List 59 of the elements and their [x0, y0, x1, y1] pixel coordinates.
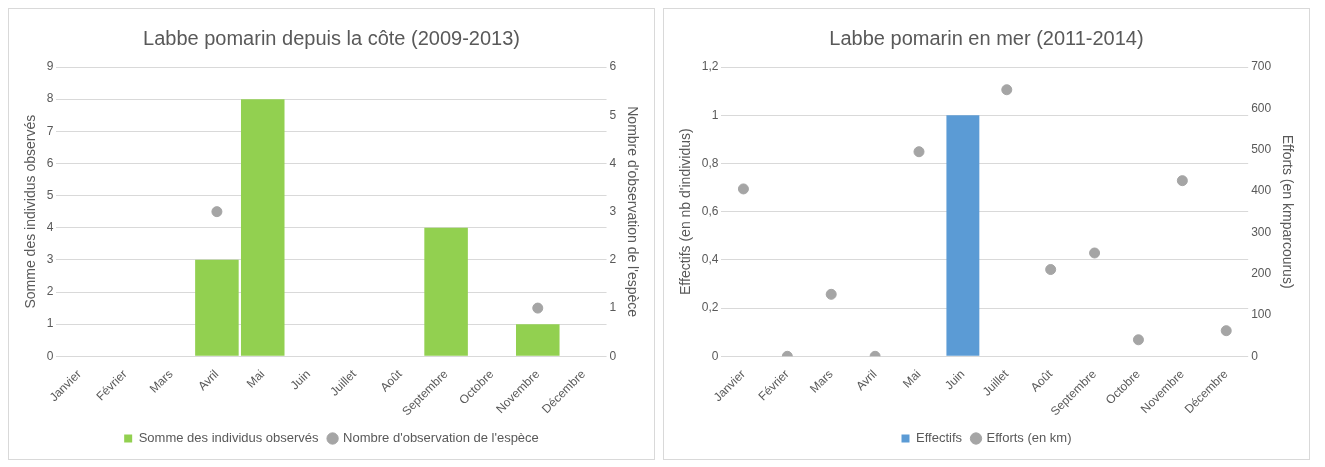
y-tick-label: 1: [46, 316, 54, 331]
x-tick-label: Juin: [941, 366, 968, 393]
y-tick-label: 0: [46, 348, 54, 363]
point: [1132, 334, 1144, 346]
y2-tick-label: 4: [609, 155, 617, 170]
y2-tick-label: 5: [609, 107, 617, 122]
y2-tick-label: 500: [1251, 141, 1272, 156]
y-tick-label: 9: [46, 59, 54, 74]
chart-title: Labbe pomarin depuis la côte (2009-2013): [143, 26, 520, 49]
y2-tick-label: 0: [1251, 348, 1259, 363]
y2-tick-label: 300: [1251, 224, 1272, 239]
y-tick-label: 5: [46, 187, 54, 202]
point: [1001, 84, 1013, 96]
y-tick-label: 0: [711, 348, 719, 363]
y-axis-title: Effectifs (en nb d'individus): [677, 128, 694, 295]
legend-label: Effectifs: [916, 430, 963, 446]
y2-axis-title: Efforts (en kmparcourus): [1279, 134, 1296, 289]
legend-label: Efforts (en km): [986, 430, 1072, 446]
y2-tick-label: 6: [609, 59, 617, 74]
point: [913, 146, 925, 158]
y-tick-label: 0,2: [701, 300, 719, 315]
point: [1220, 325, 1232, 337]
y-tick-label: 7: [46, 123, 54, 138]
y-tick-label: 4: [46, 220, 54, 235]
y2-tick-label: 200: [1251, 265, 1272, 280]
y-tick-label: 3: [46, 252, 54, 267]
legend-label: Nombre d'observation de l'espèce: [343, 430, 539, 446]
y-tick-label: 0,6: [701, 203, 719, 218]
point: [1045, 264, 1057, 276]
x-tick-label: Juin: [287, 366, 314, 393]
y-tick-label: 2: [46, 284, 54, 299]
bar: [424, 227, 468, 356]
y-axis-title: Somme des individus observés: [22, 114, 39, 309]
y-tick-label: 6: [46, 155, 54, 170]
chart-title: Labbe pomarin en mer (2011-2014): [829, 26, 1144, 49]
point: [1176, 175, 1188, 187]
y2-tick-label: 700: [1251, 59, 1272, 74]
y2-tick-label: 3: [609, 203, 617, 218]
bar: [516, 324, 560, 356]
x-tick-label: Mai: [899, 366, 924, 391]
point: [825, 288, 837, 300]
y-tick-label: 1: [711, 107, 719, 122]
bar: [195, 259, 239, 356]
y2-tick-label: 400: [1251, 183, 1272, 198]
legend-label: Somme des individus observés: [138, 430, 320, 446]
y-tick-label: 1,2: [701, 59, 719, 74]
y-tick-label: 0,4: [701, 252, 719, 267]
bar: [240, 99, 285, 356]
y2-axis-title: Nombre d'observation de l'espèce: [624, 106, 641, 318]
y2-tick-label: 600: [1251, 100, 1272, 115]
y2-tick-label: 1: [609, 300, 617, 315]
y-tick-label: 0,8: [701, 155, 719, 170]
y2-tick-label: 100: [1251, 307, 1272, 322]
point: [1089, 247, 1101, 259]
y2-tick-label: 0: [609, 348, 617, 363]
y2-tick-label: 2: [609, 252, 617, 267]
x-tick-label: Mai: [243, 366, 268, 391]
y-tick-label: 8: [46, 91, 54, 106]
point: [737, 183, 749, 195]
